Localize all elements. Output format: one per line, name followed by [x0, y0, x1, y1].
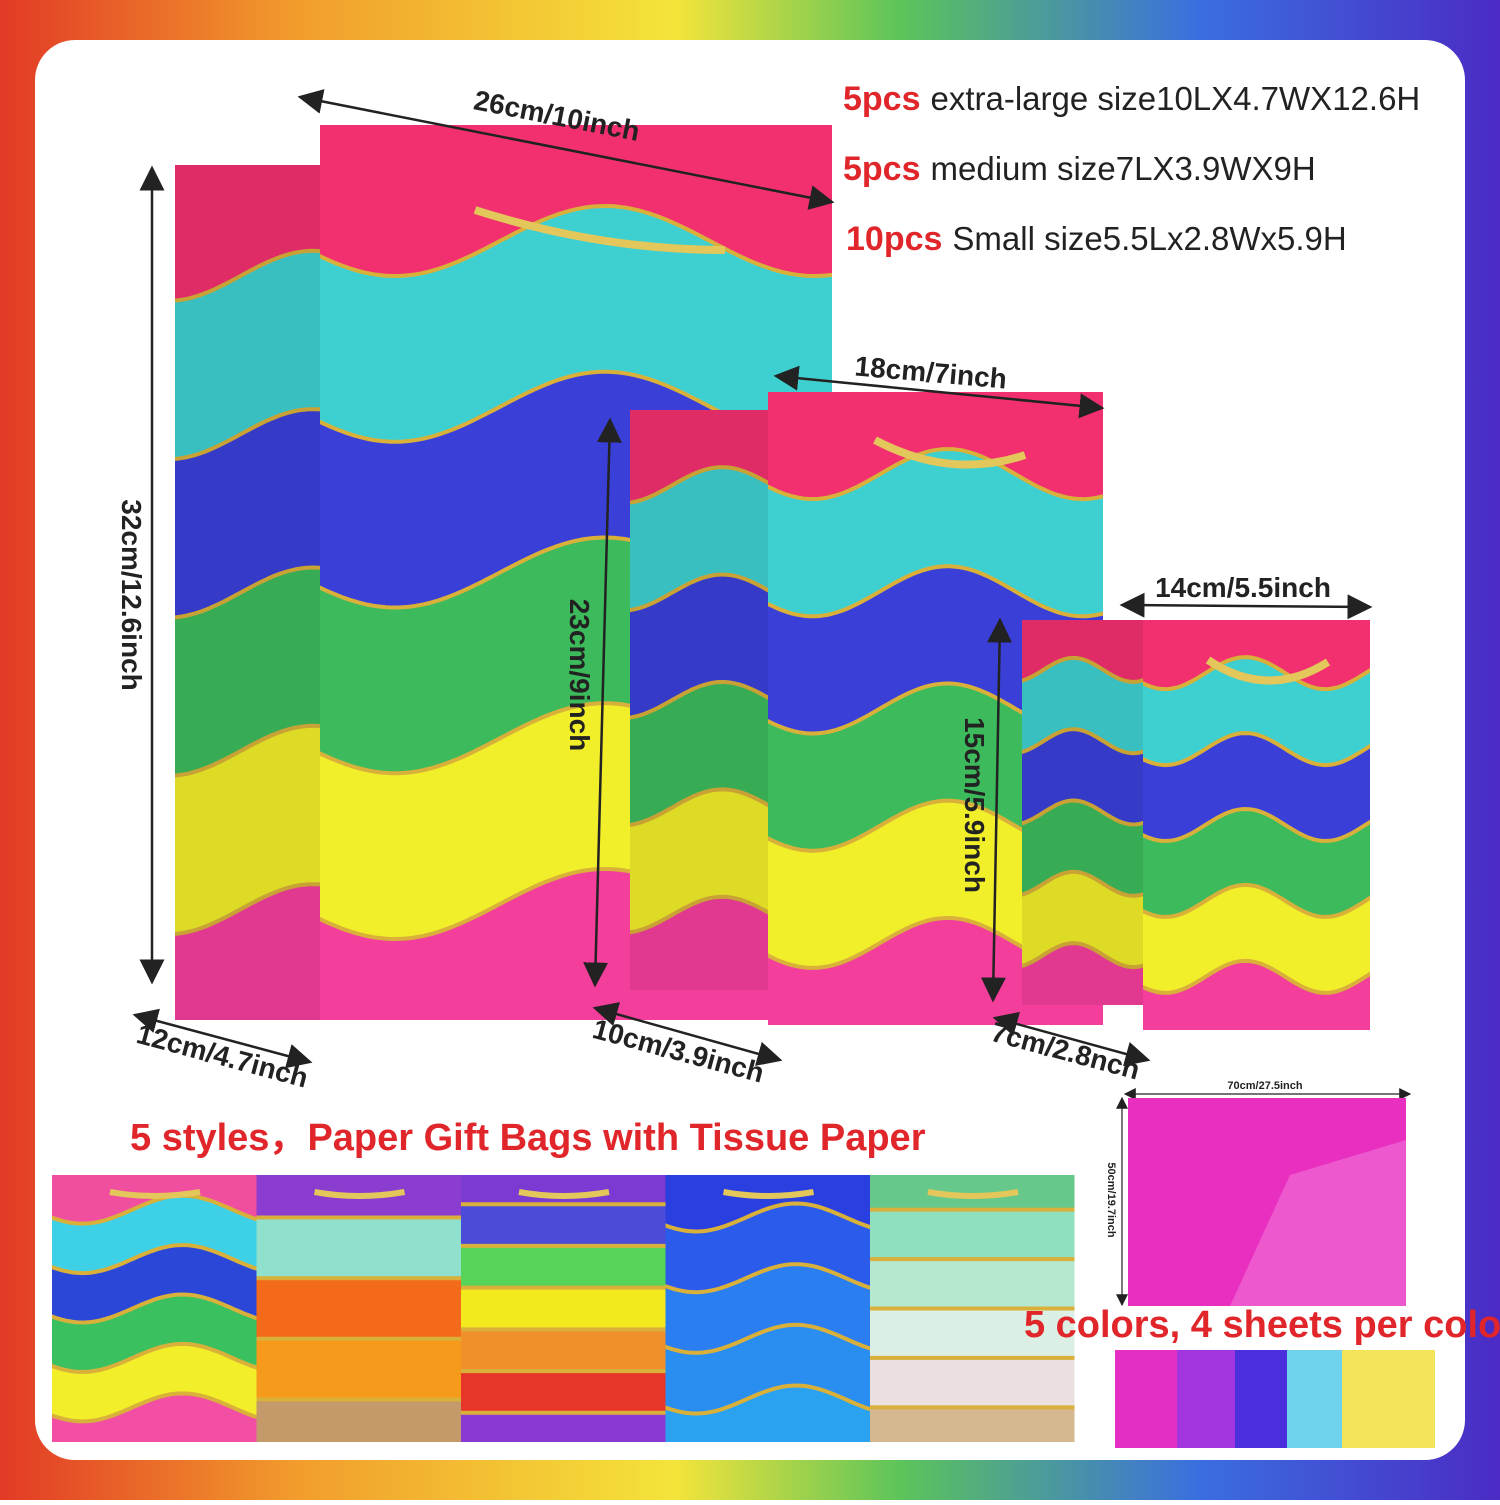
gold-line	[52, 1341, 257, 1374]
gold-line	[665, 1262, 870, 1295]
stripe	[665, 1385, 870, 1442]
arrow	[980, 617, 1013, 1003]
arrow	[132, 1008, 313, 1069]
tissue-caption: 5 colors, 4 sheets per color	[1024, 1304, 1500, 1346]
stripe	[768, 918, 1103, 1025]
rope-handle	[873, 436, 1027, 469]
gold-line	[630, 680, 770, 720]
dim-label: 14cm/5.5inch	[1155, 572, 1331, 603]
spec-desc: Small size5.5Lx2.8Wx5.9H	[952, 220, 1346, 257]
gold-line	[175, 565, 322, 620]
bag-face	[175, 165, 322, 1020]
gold-line	[1143, 958, 1370, 995]
dimension-labels: 26cm/10inch 32cm/12.6inch 12cm/4.7inch 1…	[116, 84, 1331, 1093]
stripe	[870, 1407, 1075, 1442]
gold-line	[1143, 731, 1370, 768]
bag-face	[256, 1175, 461, 1442]
spec-line: 5pcs extra-large size10LX4.7WX12.6H	[843, 80, 1420, 118]
arrow	[592, 1002, 783, 1066]
swatch	[1235, 1350, 1287, 1448]
style-panels	[52, 1175, 1075, 1442]
gold-line	[1022, 798, 1145, 827]
shade	[630, 410, 770, 990]
arrow	[297, 89, 835, 210]
bag-face	[1022, 620, 1145, 1005]
spec-qty: 5pcs	[843, 150, 921, 188]
gold-line	[1022, 941, 1145, 970]
rope-handle	[313, 1189, 406, 1199]
bag-face	[870, 1175, 1075, 1442]
tissue-fold	[1230, 1140, 1406, 1306]
bags	[175, 125, 1370, 1030]
bag-face	[665, 1175, 870, 1442]
bag-face	[52, 1175, 257, 1442]
stripe	[461, 1412, 666, 1442]
spec-qty: 5pcs	[843, 80, 921, 118]
rope-handle	[518, 1189, 610, 1199]
spec-line: 10pcs Small size5.5Lx2.8Wx5.9H	[846, 220, 1347, 258]
gold-line	[1143, 806, 1370, 844]
dim-label: 15cm/5.9inch	[959, 717, 990, 893]
rope-handle	[473, 206, 726, 254]
spec-desc: medium size7LX3.9WX9H	[931, 150, 1316, 187]
swatch	[1115, 1350, 1177, 1448]
gold-line	[1022, 655, 1145, 684]
gold-line	[630, 894, 770, 935]
rope-handle	[1205, 656, 1331, 685]
arrow	[583, 417, 622, 988]
spec-qty: 10pcs	[846, 220, 942, 258]
gold-line	[52, 1193, 257, 1226]
stripe	[1143, 960, 1370, 1030]
gold-line	[175, 407, 322, 461]
tissue-height: 50cm/19.7inch	[1105, 1162, 1117, 1237]
arrows	[132, 89, 1412, 1307]
styles-title: 5 styles，Paper Gift Bags with Tissue Pap…	[130, 1117, 926, 1159]
rope-handle	[109, 1189, 201, 1199]
gold-line	[175, 248, 322, 303]
gold-line	[175, 882, 322, 936]
gold-line	[1143, 655, 1370, 692]
stripe	[52, 1393, 257, 1442]
bag-face	[1143, 620, 1370, 1030]
dim-label: 32cm/12.6inch	[116, 499, 147, 690]
gold-line	[665, 1322, 870, 1355]
bag-face	[461, 1175, 666, 1442]
tissue-swatches	[1115, 1350, 1435, 1448]
swatch	[1342, 1350, 1435, 1448]
rope-handle	[927, 1189, 1019, 1199]
specs: 5pcs extra-large size10LX4.7WX12.6H 5pcs m…	[843, 80, 1420, 258]
spec-desc: extra-large size10LX4.7WX12.6H	[931, 80, 1421, 117]
stripe	[1022, 943, 1145, 1005]
stripe	[256, 1399, 461, 1442]
arrow	[1119, 592, 1373, 620]
gold-line	[1022, 869, 1145, 898]
gold-line	[52, 1391, 257, 1424]
gold-line	[630, 572, 770, 613]
swatch	[1287, 1350, 1342, 1448]
gold-line	[1143, 882, 1370, 919]
rope-handle	[722, 1189, 815, 1199]
gold-line	[630, 787, 770, 827]
gold-line	[665, 1383, 870, 1416]
gold-line	[175, 723, 322, 778]
gold-line	[768, 564, 1103, 619]
shade	[1022, 620, 1145, 1005]
gold-line	[768, 447, 1103, 502]
spec-line: 5pcs medium size7LX3.9WX9H	[843, 150, 1316, 188]
bag-face	[630, 410, 770, 990]
gold-line	[630, 465, 770, 505]
stripe	[175, 884, 322, 1020]
gold-line	[1022, 727, 1145, 756]
arrow	[773, 365, 1105, 419]
gold-line	[665, 1201, 870, 1234]
dim-label: 23cm/9inch	[564, 599, 595, 752]
shade	[175, 165, 322, 1020]
gold-line	[52, 1243, 257, 1276]
arrow	[992, 1011, 1151, 1067]
bag-face	[768, 392, 1103, 1025]
swatch	[1177, 1350, 1235, 1448]
tissue-width: 70cm/27.5inch	[1227, 1080, 1302, 1092]
gold-line	[52, 1292, 257, 1325]
